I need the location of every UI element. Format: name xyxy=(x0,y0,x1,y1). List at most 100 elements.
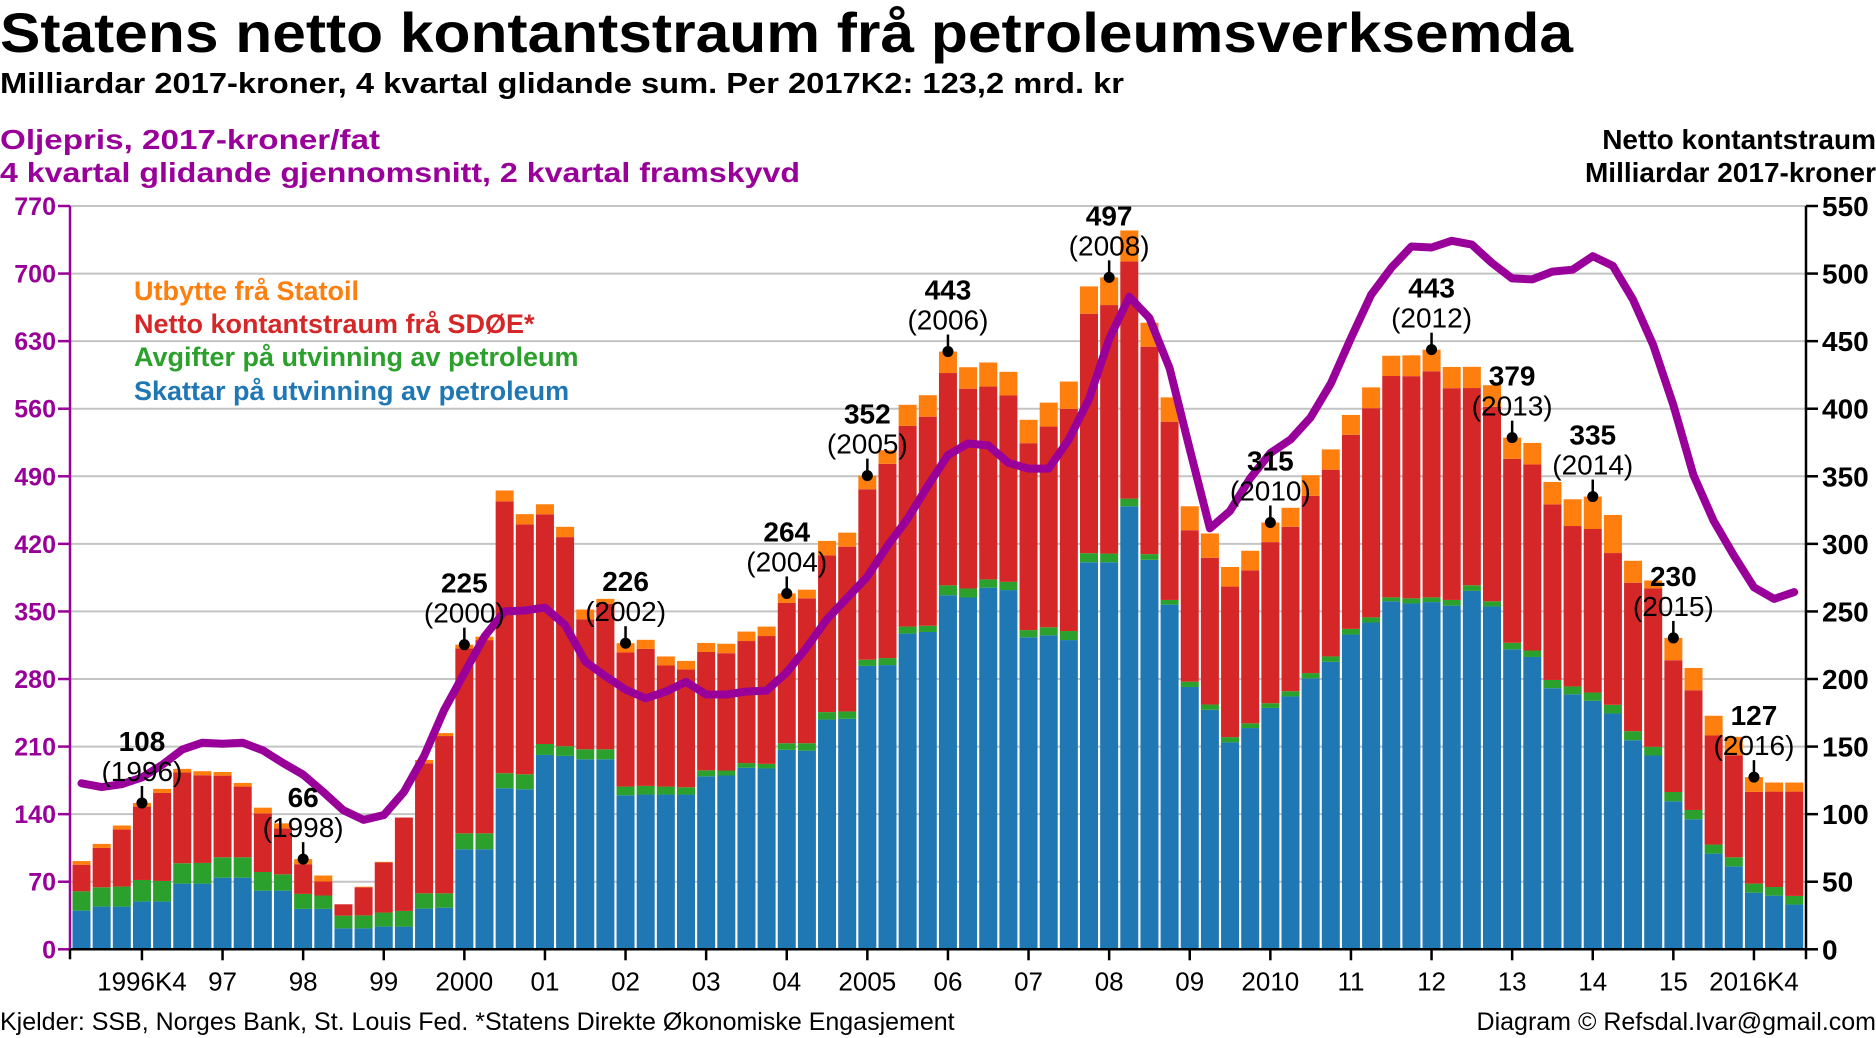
bar-segment-avgifter xyxy=(1341,628,1360,635)
bar-stack xyxy=(455,644,474,950)
bar-stack xyxy=(1462,366,1481,950)
left-axis-title-line1: Oljepris, 2017-kroner/fat xyxy=(0,124,380,155)
bar-segment-statoil xyxy=(656,656,675,666)
bar-segment-avgifter xyxy=(515,774,534,790)
bar-segment-statoil xyxy=(314,875,333,882)
bar-segment-skatt xyxy=(1241,728,1260,950)
bar-segment-statoil xyxy=(1200,533,1219,558)
bar-segment-sdoe xyxy=(757,636,776,764)
bar-segment-skatt xyxy=(495,788,514,950)
bar-stack xyxy=(918,395,937,950)
annotation-value: 230 xyxy=(1650,561,1697,592)
bar-segment-avgifter xyxy=(1624,731,1643,741)
bar-segment-statoil xyxy=(1382,355,1401,377)
left-axis-tick-label: 490 xyxy=(14,463,56,491)
bar-segment-sdoe xyxy=(1221,586,1240,738)
bar-segment-skatt xyxy=(1624,740,1643,950)
annotation: (2005)352 xyxy=(827,399,908,482)
bar-stack xyxy=(1120,230,1139,950)
annotation-dot xyxy=(1587,491,1599,503)
bar-segment-sdoe xyxy=(1543,504,1562,680)
x-axis-tick-label: 11 xyxy=(1337,966,1364,996)
bar-segment-skatt xyxy=(112,906,131,950)
bar-segment-skatt xyxy=(1704,853,1723,950)
bar-segment-avgifter xyxy=(394,910,413,927)
bar-stack xyxy=(656,656,675,950)
bar-segment-avgifter xyxy=(92,887,111,907)
footer-sources: Kjelder: SSB, Norges Bank, St. Louis Fed… xyxy=(0,1008,955,1036)
bar-segment-statoil xyxy=(1523,442,1542,465)
bar-segment-statoil xyxy=(435,733,454,737)
bar-stack xyxy=(92,843,111,950)
bar-segment-sdoe xyxy=(1583,528,1602,693)
bar-segment-statoil xyxy=(1402,355,1421,377)
bar-segment-statoil xyxy=(1039,402,1058,427)
x-axis-tick-label: 2016K4 xyxy=(1709,966,1799,996)
bar-segment-sdoe xyxy=(938,373,957,586)
annotation-dot xyxy=(1506,432,1518,444)
bar-segment-statoil xyxy=(274,823,292,829)
bar-segment-skatt xyxy=(1664,801,1683,950)
x-axis-tick-label: 02 xyxy=(611,966,640,996)
bar-segment-sdoe xyxy=(979,386,998,580)
bar-segment-sdoe xyxy=(1744,791,1763,884)
left-axis-tick-label: 350 xyxy=(14,598,56,626)
bar-segment-avgifter xyxy=(173,863,192,884)
bar-segment-skatt xyxy=(858,665,877,950)
bar-stack xyxy=(475,636,494,950)
bar-segment-skatt xyxy=(938,595,957,950)
bar-segment-skatt xyxy=(435,907,454,950)
bar-segment-statoil xyxy=(1362,387,1381,409)
bar-stack xyxy=(999,371,1018,950)
annotations: (1996)108 (1998)66 (2000)225 (2002)226 (2004… xyxy=(101,200,1794,865)
bar-segment-sdoe xyxy=(1724,755,1743,858)
annotation-dot xyxy=(861,470,873,482)
bar-segment-sdoe xyxy=(1180,530,1199,682)
bar-segment-statoil xyxy=(878,450,897,464)
bar-stack xyxy=(1200,533,1219,950)
bar-segment-statoil xyxy=(898,404,917,426)
bar-segment-statoil xyxy=(858,475,877,490)
left-axis-tick-label: 700 xyxy=(14,261,56,289)
bar-segment-avgifter xyxy=(1483,601,1501,607)
bar-segment-avgifter xyxy=(374,912,393,927)
left-axis-tick-label: 420 xyxy=(14,531,56,559)
annotation: (2013)379 xyxy=(1472,361,1553,444)
bar-segment-statoil xyxy=(1120,230,1139,262)
bar-stack xyxy=(1704,715,1723,950)
bar-stack xyxy=(495,490,514,950)
bar-segment-sdoe xyxy=(213,775,232,858)
bar-segment-sdoe xyxy=(1503,458,1522,643)
bar-segment-statoil xyxy=(1160,397,1179,422)
bar-segment-statoil xyxy=(1503,437,1522,459)
bar-segment-skatt xyxy=(294,908,313,950)
bar-stack xyxy=(515,514,534,950)
bar-segment-avgifter xyxy=(838,711,857,719)
bar-segment-statoil xyxy=(1684,667,1703,691)
bar-stack xyxy=(274,823,292,950)
bar-segment-sdoe xyxy=(334,904,353,916)
annotation: (2016)127 xyxy=(1713,700,1794,783)
bar-stack xyxy=(193,771,212,950)
bar-segment-sdoe xyxy=(838,546,857,712)
bar-segment-sdoe xyxy=(818,555,837,713)
bar-segment-skatt xyxy=(153,901,172,950)
bar-stack xyxy=(777,593,796,950)
bar-segment-avgifter xyxy=(72,891,91,911)
bar-segment-statoil xyxy=(576,609,595,620)
bar-stack xyxy=(1241,550,1260,950)
bar-segment-avgifter xyxy=(1765,886,1784,896)
bar-segment-skatt xyxy=(737,767,756,950)
bar-segment-sdoe xyxy=(294,864,313,894)
bar-stack xyxy=(1341,414,1360,950)
chart-title: Statens netto kontantstraum frå petroleu… xyxy=(0,1,1574,64)
annotation-dot xyxy=(1103,271,1115,283)
bar-segment-avgifter xyxy=(455,833,474,850)
annotation-year: (2008) xyxy=(1069,230,1150,261)
bar-segment-statoil xyxy=(556,526,575,538)
bar-segment-skatt xyxy=(1341,634,1360,950)
bar-segment-skatt xyxy=(1301,678,1320,950)
bar-segment-skatt xyxy=(1442,605,1461,950)
bar-segment-avgifter xyxy=(1724,857,1743,867)
bar-segment-statoil xyxy=(1462,366,1481,389)
